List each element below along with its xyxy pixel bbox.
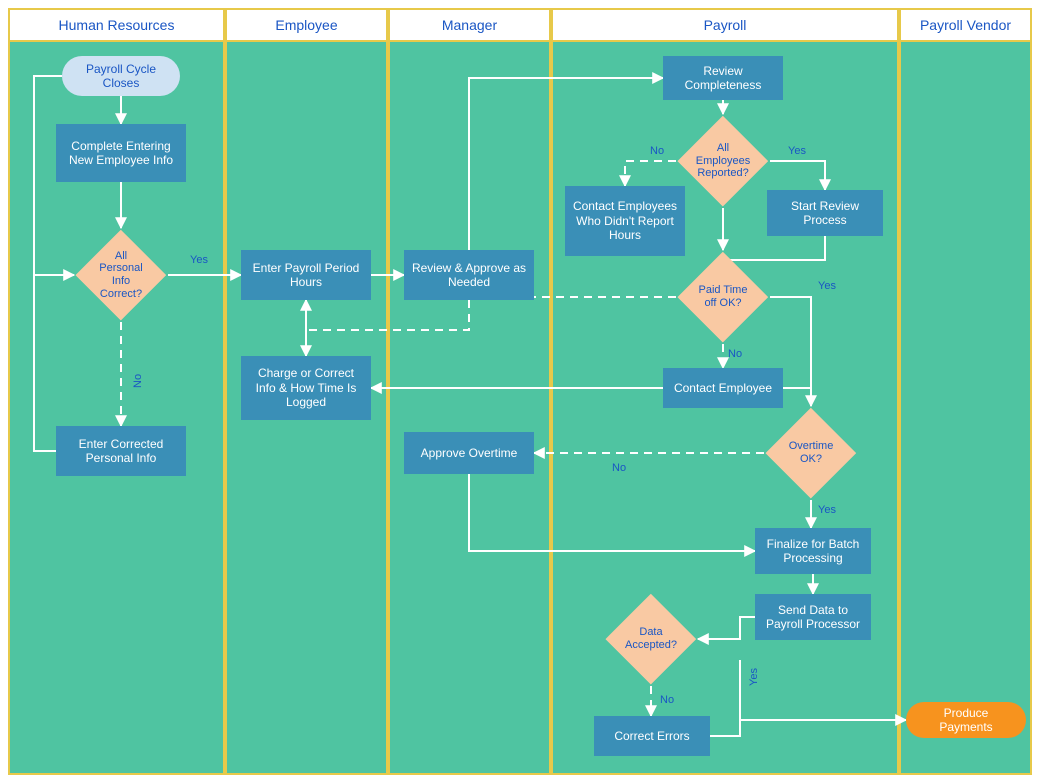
process-completeInfo: Complete Entering New Employee Info bbox=[56, 124, 186, 182]
terminator-end-produce: Produce Payments bbox=[906, 702, 1026, 738]
process-sendData: Send Data to Payroll Processor bbox=[755, 594, 871, 640]
decision-dataAcceptQ: Data Accepted? bbox=[606, 594, 696, 684]
swimlane-mgr: Manager bbox=[388, 8, 551, 775]
process-approveOT: Approve Overtime bbox=[404, 432, 534, 474]
flowchart-canvas: Human ResourcesEmployeeManagerPayrollPay… bbox=[0, 0, 1040, 783]
process-contactEmp: Contact Employee bbox=[663, 368, 783, 408]
process-correctErr: Correct Errors bbox=[594, 716, 710, 756]
swimlane-header: Employee bbox=[227, 10, 386, 42]
process-chargeCorrect: Charge or Correct Info & How Time Is Log… bbox=[241, 356, 371, 420]
process-enterHours: Enter Payroll Period Hours bbox=[241, 250, 371, 300]
edge-label-no: No bbox=[132, 374, 144, 388]
decision-personalInfoQ: All Personal Info Correct? bbox=[76, 230, 166, 320]
process-enterCorrected: Enter Corrected Personal Info bbox=[56, 426, 186, 476]
process-reviewComp: Review Completeness bbox=[663, 56, 783, 100]
swimlane-header: Human Resources bbox=[10, 10, 223, 42]
terminator-start-start: Payroll Cycle Closes bbox=[62, 56, 180, 96]
decision-otQ: Overtime OK? bbox=[766, 408, 856, 498]
swimlane-header: Payroll Vendor bbox=[901, 10, 1030, 42]
swimlane-header: Manager bbox=[390, 10, 549, 42]
process-contactNoHrs: Contact Employees Who Didn't Report Hour… bbox=[565, 186, 685, 256]
edge-label-no: No bbox=[660, 694, 674, 706]
process-startReview: Start Review Process bbox=[767, 190, 883, 236]
edge-label-no: No bbox=[650, 145, 664, 157]
edge-label-yes: Yes bbox=[788, 145, 806, 157]
process-finalize: Finalize for Batch Processing bbox=[755, 528, 871, 574]
edge-label-yes: Yes bbox=[818, 280, 836, 292]
edge-label-yes: Yes bbox=[190, 254, 208, 266]
edge-label-no: No bbox=[612, 462, 626, 474]
decision-allReportedQ: All Employees Reported? bbox=[678, 116, 768, 206]
edge-label-no: No bbox=[728, 348, 742, 360]
process-reviewApprove: Review & Approve as Needed bbox=[404, 250, 534, 300]
decision-ptoQ: Paid Time off OK? bbox=[678, 252, 768, 342]
edge-label-yes: Yes bbox=[748, 668, 760, 686]
swimlane-header: Payroll bbox=[553, 10, 897, 42]
swimlane-vendor: Payroll Vendor bbox=[899, 8, 1032, 775]
swimlane-body bbox=[390, 42, 549, 773]
edge-label-yes: Yes bbox=[818, 504, 836, 516]
swimlane-body bbox=[901, 42, 1030, 773]
